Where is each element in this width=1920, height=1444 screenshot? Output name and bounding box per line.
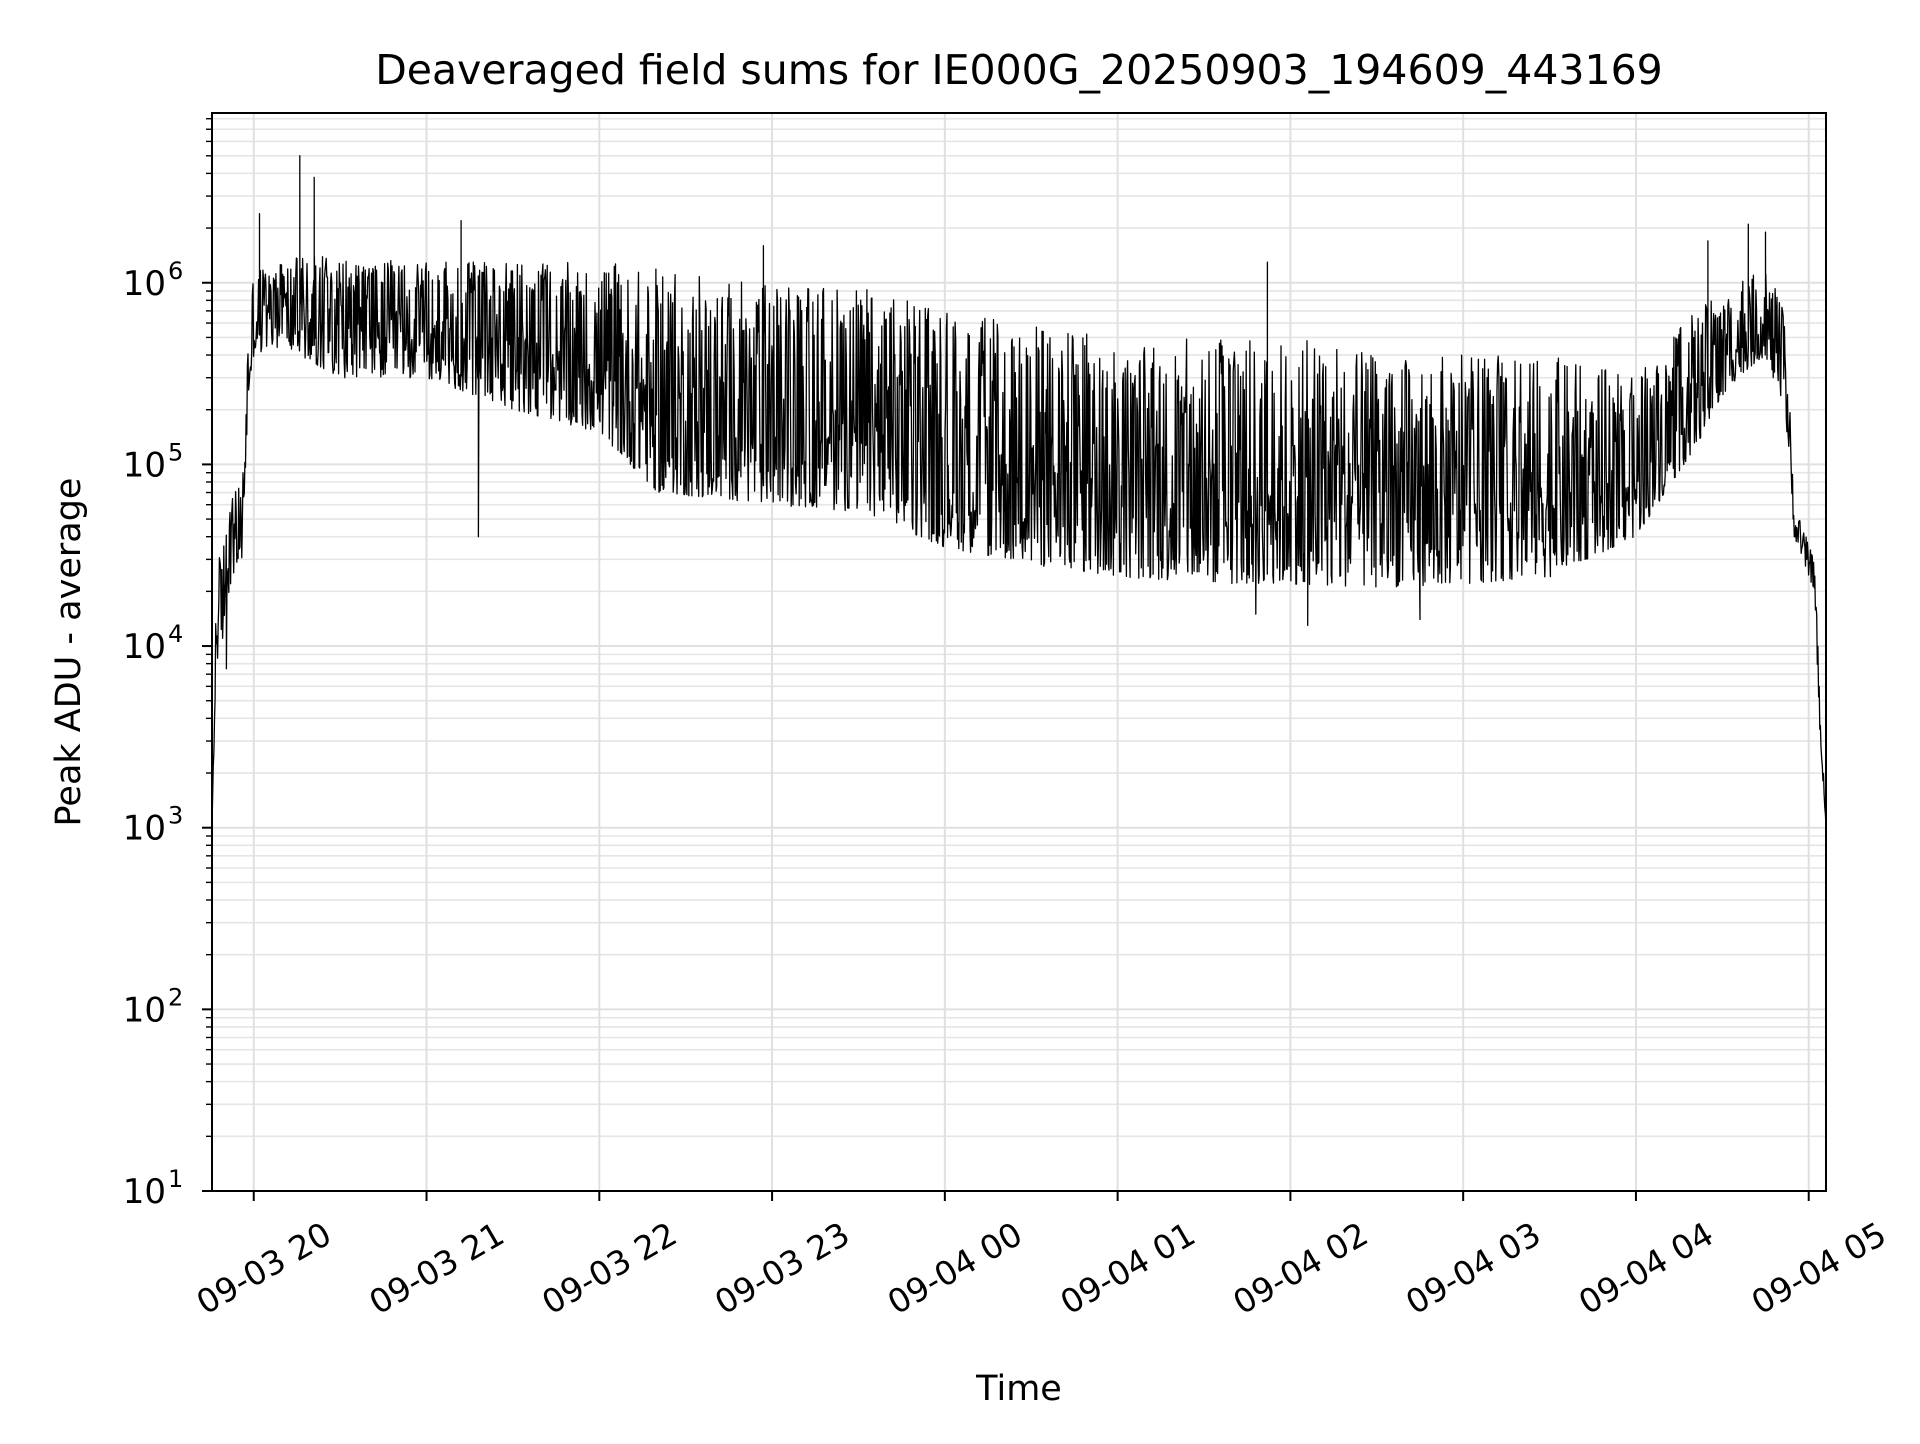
y-tick-label: 10: [123, 990, 166, 1030]
y-tick-label: 10: [123, 445, 166, 485]
chart-title: Deaveraged field sums for IE000G_2025090…: [375, 46, 1663, 94]
y-tick-exponent: 2: [168, 983, 183, 1011]
series-layer: [212, 155, 1826, 828]
y-tick-exponent: 6: [168, 257, 183, 285]
series-line: [212, 155, 1826, 828]
y-tick-exponent: 5: [168, 438, 183, 466]
x-axis-label: Time: [975, 1369, 1062, 1409]
grid: [212, 113, 1826, 1192]
y-tick-exponent: 1: [168, 1165, 183, 1193]
y-tick-label: 10: [123, 809, 166, 849]
y-tick-label: 10: [123, 627, 166, 667]
plot-frame: [211, 112, 1827, 1192]
y-tick-exponent: 3: [168, 802, 183, 830]
y-tick-label: 10: [123, 1172, 166, 1212]
y-tick-exponent: 4: [168, 620, 183, 648]
y-axis-label: Peak ADU - average: [49, 478, 89, 827]
y-tick-label: 10: [123, 264, 166, 304]
